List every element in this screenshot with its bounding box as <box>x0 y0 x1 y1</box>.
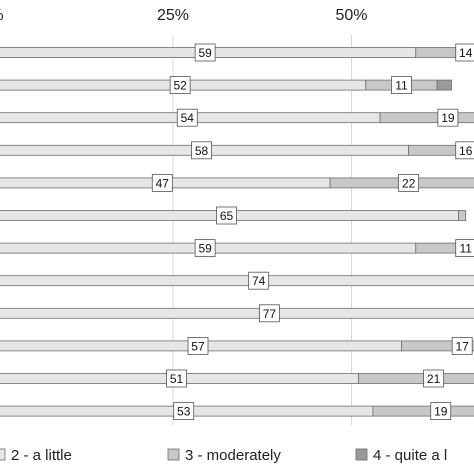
gridlines <box>172 35 352 425</box>
data-labels-layer: 59 14 52 11 54 19 58 16 47 22 65 59 11 74 77 57 17 51 21 53… <box>151 43 474 421</box>
data-label: 21 <box>427 372 441 386</box>
data-label-box <box>187 336 209 355</box>
data-label: 74 <box>252 274 266 288</box>
data-label-box <box>391 76 412 94</box>
legend-swatch <box>355 448 368 461</box>
x-tick-label: % <box>0 7 4 24</box>
bar-row-12-segment-2 <box>372 405 474 417</box>
data-label-box <box>166 369 187 388</box>
data-label-box <box>398 173 420 192</box>
data-label: 11 <box>395 79 408 93</box>
legend-label: 4 - quite a l <box>373 447 447 464</box>
data-label: 65 <box>220 209 234 223</box>
data-label-box <box>423 369 445 388</box>
legend: 2 - a little 3 - moderately 4 - quite a l <box>0 447 447 464</box>
data-label: 11 <box>460 242 473 256</box>
data-label-box <box>455 141 474 160</box>
data-label: 59 <box>198 46 212 60</box>
bar-row-3-segment-2 <box>379 112 474 124</box>
x-axis-ticks: % 25% 50% <box>0 7 368 24</box>
data-label: 19 <box>434 405 448 419</box>
data-label: 14 <box>459 46 473 60</box>
data-label: 59 <box>198 242 212 256</box>
x-tick-label: 25% <box>157 7 189 24</box>
data-label-box <box>248 271 270 290</box>
data-label-box <box>176 108 198 127</box>
data-label-box <box>216 206 237 225</box>
data-label-box <box>194 239 216 258</box>
bar-row-2-segment-3 <box>436 79 452 91</box>
legend-label: 2 - a little <box>11 447 72 464</box>
data-label: 16 <box>459 144 473 158</box>
data-label: 52 <box>173 79 187 93</box>
data-label: 22 <box>402 176 416 190</box>
data-label-box <box>169 76 191 94</box>
data-label: 77 <box>263 307 277 321</box>
data-label-box <box>258 304 280 323</box>
bar-row-8-segment-1 <box>0 275 474 287</box>
data-label: 17 <box>455 339 469 353</box>
data-label-box <box>455 239 474 258</box>
data-label-box <box>437 108 459 127</box>
legend-label: 3 - moderately <box>185 447 281 464</box>
data-label: 19 <box>441 111 455 125</box>
bar-row-11-segment-2 <box>358 373 474 384</box>
legend-swatch <box>167 448 180 461</box>
bars-layer <box>0 47 474 417</box>
x-tick-label: 50% <box>335 7 367 24</box>
data-label-box <box>194 43 216 62</box>
data-label: 57 <box>191 339 205 353</box>
data-label-box <box>451 336 473 355</box>
data-label: 58 <box>195 144 209 158</box>
bar-row-6-segment-2 <box>458 210 467 221</box>
data-label: 51 <box>170 372 184 386</box>
data-label-box <box>430 402 452 421</box>
bar-row-9-segment-1 <box>0 307 474 319</box>
legend-swatch <box>0 448 6 461</box>
data-label: 53 <box>177 405 191 419</box>
data-label-box <box>173 402 195 421</box>
data-label: 47 <box>156 176 170 190</box>
data-label-box <box>455 43 474 62</box>
data-label-box <box>151 173 173 192</box>
data-label: 54 <box>181 111 195 125</box>
data-label-box <box>191 141 212 160</box>
